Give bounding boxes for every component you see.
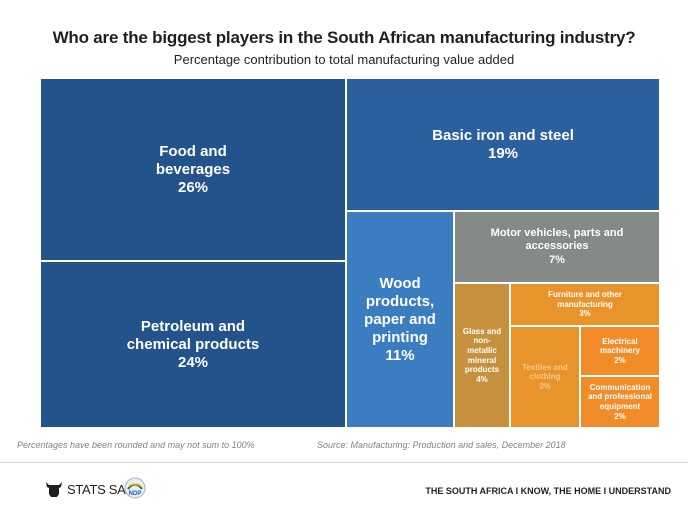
treemap-chart: Food and beverages 26% Petroleum and chemica… [40,78,660,428]
tile-label: products [464,365,500,375]
tile-value: 7% [549,253,565,266]
tile-label: Motor vehicles, parts and [490,227,624,240]
ndp-text: NDP [129,491,142,497]
tile-value: 4% [476,374,488,384]
tile-label: Wood [379,274,421,292]
tile-label: Textiles and [522,362,568,372]
tile-label: Furniture and other [548,290,622,300]
tile-label: equipment [599,402,641,411]
tile-label: Glass and [462,326,502,336]
tile-label: Food and [159,142,227,160]
tile-label: mineral [467,355,497,365]
tile-value: 3% [579,309,591,319]
tile-value: 2% [614,411,626,421]
tile-label: and professional [587,392,652,402]
chart-subtitle: Percentage contribution to total manufac… [173,52,515,67]
treemap-tile: Basic iron and steel 19% [346,78,660,211]
tile-label: chemical products [126,335,260,353]
treemap-tile: Wood products, paper and printing 11% [346,211,454,428]
treemap-tile: Food and beverages 26% [40,78,346,261]
tile-value: 19% [487,144,519,162]
tile-value: 11% [385,346,415,364]
source-note: Source: Manufacturing: Production and sa… [317,440,566,450]
tile-value: 2% [614,355,626,365]
tile-value: 26% [177,178,209,196]
tile-label: manufacturing [557,299,613,309]
tile-value: 24% [177,353,209,371]
treemap-tile: Petroleum and chemical products 24% [40,261,346,428]
treemap-tile: Communication and professional equipment 2% [580,376,660,428]
bull-icon [46,482,62,497]
tile-label: non- [473,336,491,346]
treemap-tile: Textiles and clothing 3% [510,326,580,428]
chart-title: Who are the biggest players in the South… [52,28,636,47]
treemap-tile: Electrical machinery 2% [580,326,660,376]
treemap-tile: Glass and non-metallic mineral products 4% [454,283,510,428]
footer-slogan: THE SOUTH AFRICA I KNOW, THE HOME I UNDE… [425,486,671,496]
tile-label: Basic iron and steel [432,126,574,144]
tile-label: clothing [529,372,561,382]
tile-label: accessories [525,240,589,253]
tile-label: Communication [589,382,651,392]
footer-divider [0,462,688,463]
tile-label: products, [365,292,435,310]
tile-label: machinery [599,346,641,356]
tile-label: printing [372,328,428,346]
treemap-tile: Motor vehicles, parts and accessories 7% [454,211,660,283]
ndp-logo: NDP [124,477,146,504]
tile-label: Electrical [602,336,638,346]
tile-label: metallic [467,345,497,355]
stats-sa-logo: STATS SA [44,480,126,498]
treemap-tile: Furniture and other manufacturing 3% [510,283,660,326]
tile-label: paper and [364,310,436,328]
rounding-note: Percentages have been rounded and may no… [17,440,255,450]
tile-label: beverages [155,160,231,178]
stats-sa-logo-text: STATS SA [67,481,126,497]
tile-value: 3% [539,381,551,391]
tile-label: Petroleum and [140,317,246,335]
